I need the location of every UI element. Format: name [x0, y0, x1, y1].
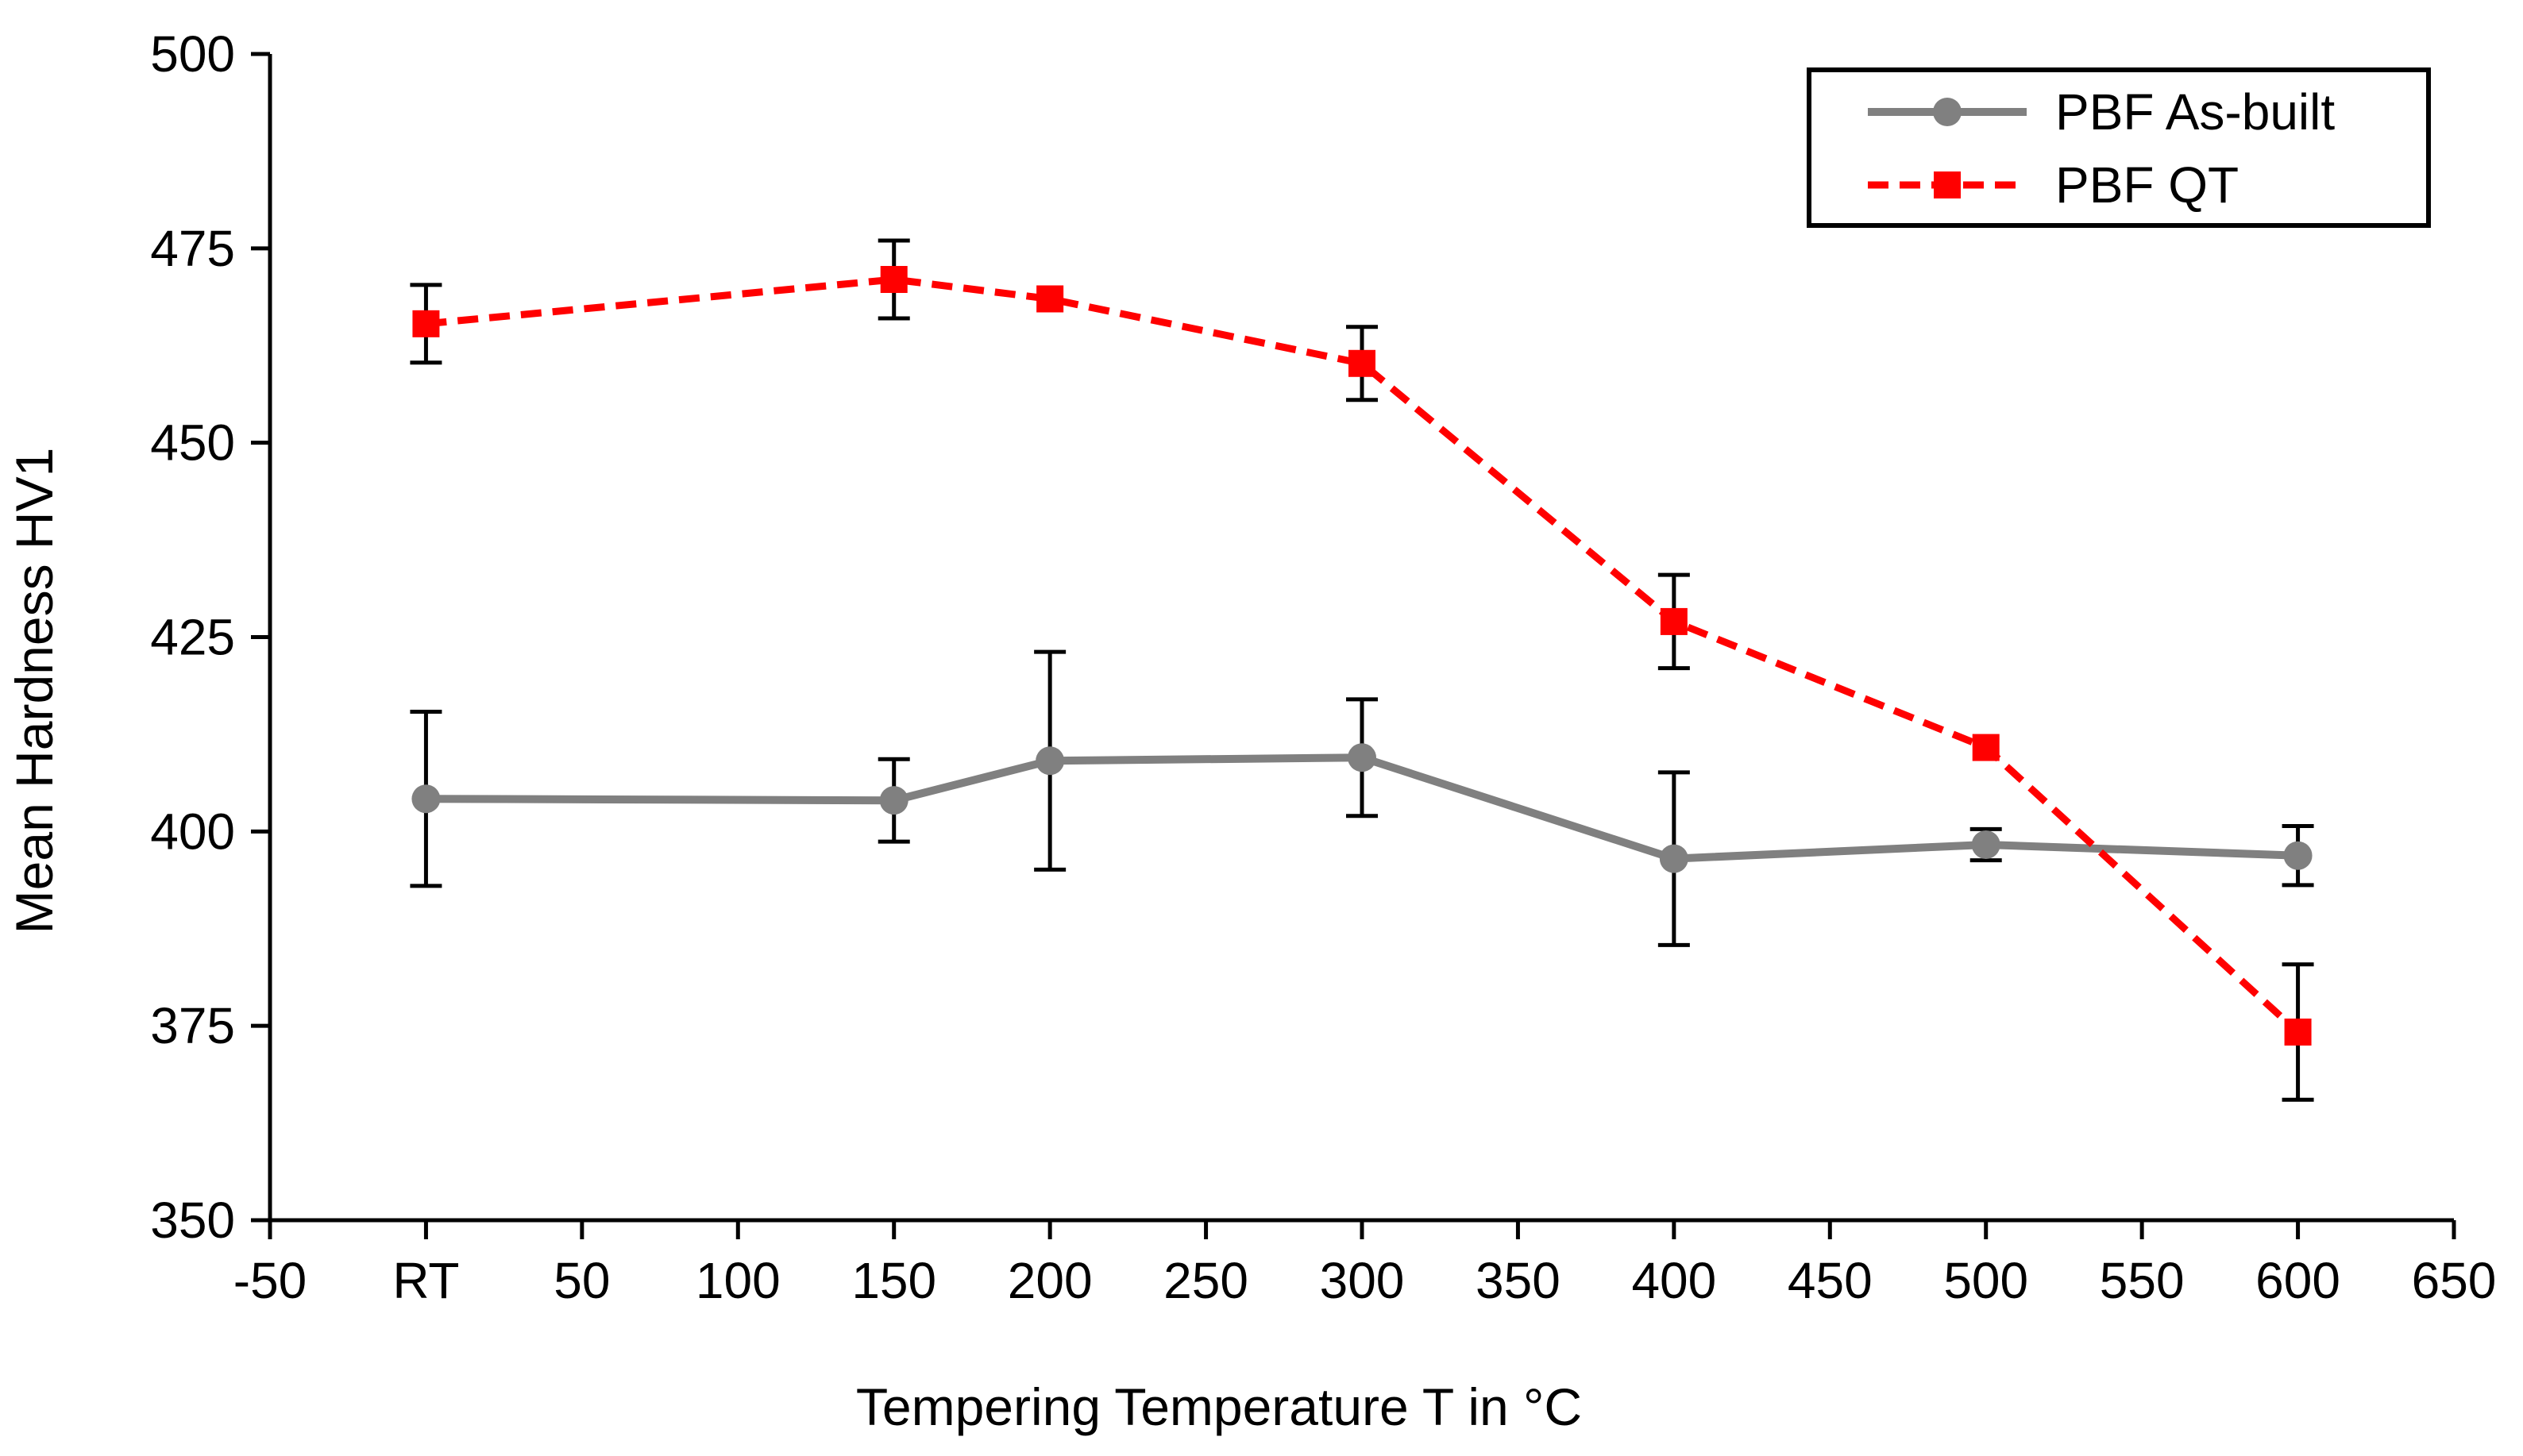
y-tick-label: 500	[150, 25, 235, 83]
y-tick-label: 450	[150, 414, 235, 472]
y-tick-label: 475	[150, 220, 235, 277]
data-point	[1660, 607, 1688, 635]
series-layer	[410, 238, 2314, 1102]
legend-marker-1	[1933, 98, 1962, 126]
y-tick-label: 350	[150, 1192, 235, 1249]
legend: PBF As-built PBF QT	[1807, 67, 2431, 228]
y-axis-title: Mean Hardness HV1	[5, 448, 64, 934]
data-point	[1971, 830, 2000, 859]
series-1	[410, 649, 2314, 947]
data-point	[1348, 349, 1375, 377]
x-tick-label: RT	[392, 1252, 459, 1309]
data-point	[1972, 734, 2000, 761]
x-tick-label: 250	[1163, 1252, 1248, 1309]
data-point	[411, 784, 441, 814]
legend-box	[1807, 67, 2431, 228]
x-tick-label: 600	[2255, 1252, 2340, 1309]
legend-label-2: PBF QT	[2055, 156, 2239, 214]
data-point	[2284, 1019, 2312, 1046]
data-point	[412, 310, 440, 337]
x-tick-label: -50	[233, 1252, 307, 1309]
data-point	[1036, 285, 1064, 313]
x-tick-label: 200	[1008, 1252, 1093, 1309]
data-point	[880, 266, 908, 294]
x-tick-label: 350	[1476, 1252, 1560, 1309]
x-axis-title: Tempering Temperature T in °C	[856, 1377, 1582, 1436]
series-2	[410, 238, 2314, 1102]
x-tick-label: 450	[1788, 1252, 1873, 1309]
x-tick-label: 50	[554, 1252, 610, 1309]
x-tick-label: 300	[1320, 1252, 1405, 1309]
x-tick-label: 500	[1943, 1252, 2028, 1309]
legend-label-1: PBF As-built	[2055, 83, 2335, 141]
x-tick-label: 550	[2100, 1252, 2185, 1309]
y-tick-label: 400	[150, 803, 235, 860]
x-tick-label: 400	[1631, 1252, 1716, 1309]
x-tick-label: 150	[851, 1252, 936, 1309]
legend-marker-2	[1934, 171, 1961, 198]
data-point	[1036, 746, 1065, 776]
y-tick-label: 425	[150, 609, 235, 666]
data-point	[879, 786, 909, 815]
data-point	[1659, 844, 1688, 873]
y-tick-label: 375	[150, 997, 235, 1054]
data-point	[2283, 841, 2313, 870]
labels-layer: 350 375 400 425 450 475 500 -50 RT 50 100 150 200 250…	[150, 25, 2496, 1309]
x-tick-label: 100	[696, 1252, 781, 1309]
axes-layer	[251, 52, 2456, 1239]
data-point	[1348, 743, 1376, 772]
x-tick-label: 650	[2412, 1252, 2497, 1309]
